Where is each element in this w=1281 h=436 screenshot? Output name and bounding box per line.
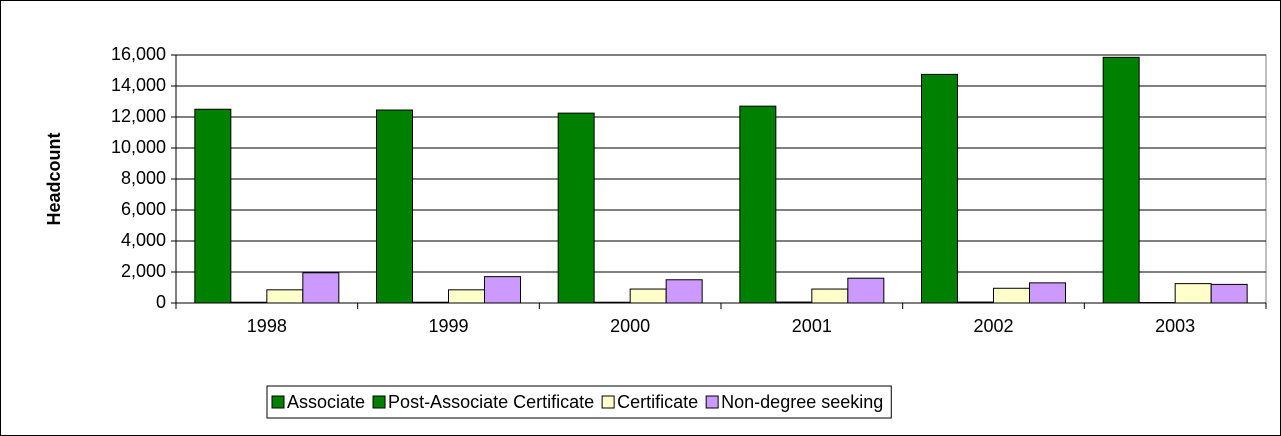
bar <box>448 289 485 304</box>
y-tick-label: 16,000 <box>111 44 166 64</box>
y-tick-label: 14,000 <box>111 75 166 95</box>
bar <box>593 301 631 304</box>
legend-swatch <box>601 395 615 409</box>
bar <box>665 279 703 304</box>
legend-swatch <box>705 395 719 409</box>
bar <box>266 289 304 304</box>
x-tick-label: 2001 <box>792 316 832 336</box>
y-tick-label: 0 <box>156 292 166 312</box>
bar <box>484 276 521 304</box>
y-tick-label: 10,000 <box>111 137 166 157</box>
x-tick-label: 2000 <box>610 316 650 336</box>
bar <box>629 288 667 304</box>
bar <box>230 301 268 304</box>
bar <box>921 73 958 304</box>
y-tick-label: 4,000 <box>121 230 166 250</box>
bar <box>993 287 1030 304</box>
bar <box>376 109 413 304</box>
legend-box <box>266 385 892 419</box>
x-tick-label: 2002 <box>973 316 1013 336</box>
y-axis-label: Headcount <box>44 132 64 225</box>
bar <box>302 272 340 304</box>
bar <box>1029 282 1066 304</box>
legend-swatch <box>372 395 386 409</box>
bar <box>739 105 777 304</box>
x-tick-label: 2003 <box>1155 316 1195 336</box>
y-tick-label: 6,000 <box>121 199 166 219</box>
y-tick-label: 2,000 <box>121 261 166 281</box>
bar <box>847 277 885 304</box>
legend-label: Post-Associate Certificate <box>388 392 594 412</box>
x-tick-label: 1999 <box>428 316 468 336</box>
bar <box>775 301 813 304</box>
bar <box>1102 56 1140 304</box>
y-tick-label: 12,000 <box>111 106 166 126</box>
legend-label: Certificate <box>617 392 698 412</box>
bar <box>557 112 595 304</box>
bar <box>957 301 994 304</box>
legend-label: Non-degree seeking <box>721 392 883 412</box>
x-tick-label: 1998 <box>247 316 287 336</box>
y-tick-label: 8,000 <box>121 168 166 188</box>
bar <box>811 288 849 304</box>
bar <box>194 108 232 304</box>
legend-swatch <box>271 395 285 409</box>
legend-label: Associate <box>287 392 365 412</box>
bar <box>1174 283 1212 304</box>
bar <box>1210 283 1248 304</box>
bar <box>412 301 449 304</box>
